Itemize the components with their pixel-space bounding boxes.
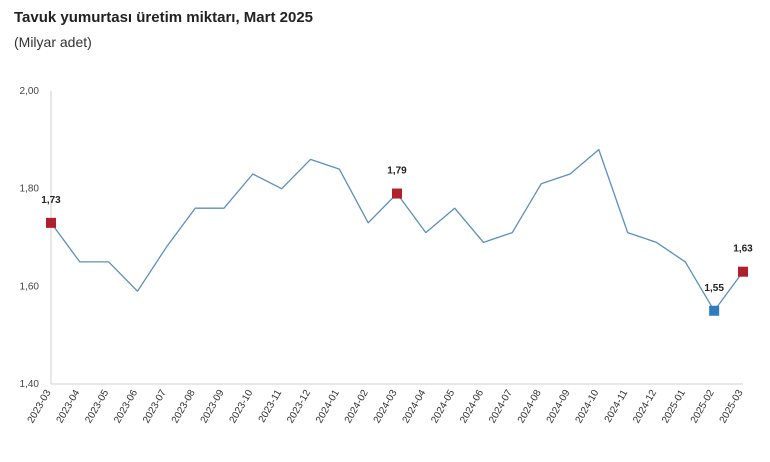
chart-title: Tavuk yumurtası üretim miktarı, Mart 202… [14, 9, 314, 26]
marker-layer: 1,73 1,79 1,55 1,63 [41, 166, 753, 316]
y-tick-label: 2,00 [20, 86, 40, 97]
x-tick-label: 2023-07 [141, 388, 169, 426]
x-tick-label: 2024-04 [401, 388, 429, 426]
x-tick-label: 2025-02 [689, 388, 717, 426]
x-tick-label: 2023-08 [170, 388, 198, 426]
data-point-marker [709, 305, 720, 316]
data-label: 1,73 [41, 195, 61, 206]
x-tick-label: 2023-09 [199, 388, 227, 426]
x-tick-label: 2023-05 [83, 388, 111, 426]
x-tick-label: 2024-12 [631, 388, 659, 426]
x-tick-label: 2024-03 [372, 388, 400, 426]
x-tick-label: 2024-02 [343, 388, 371, 426]
data-point-marker [738, 266, 748, 277]
data-point-marker [46, 217, 56, 228]
y-tick-label: 1,80 [20, 184, 40, 195]
x-tick-label: 2024-10 [574, 388, 602, 426]
x-tick-label: 2023-04 [55, 388, 83, 426]
x-tick-label: 2023-03 [26, 388, 54, 426]
y-tick-label: 1,40 [20, 379, 40, 390]
x-tick-label: 2024-01 [314, 388, 342, 426]
x-tick-label: 2023-06 [112, 388, 140, 426]
x-tick-label: 2024-11 [603, 388, 631, 425]
data-point-marker [392, 188, 402, 199]
data-label: 1,79 [387, 166, 407, 177]
x-tick-label: 2023-11 [257, 388, 285, 425]
x-tick-label: 2024-08 [516, 388, 544, 426]
data-label: 1,63 [733, 244, 753, 255]
chart-subtitle: (Milyar adet) [14, 34, 92, 50]
x-tick-label: 2025-03 [718, 388, 746, 426]
x-tick-label: 2023-12 [285, 388, 313, 426]
x-tick-label: 2024-05 [429, 388, 457, 426]
axes [50, 91, 743, 385]
data-label: 1,55 [704, 283, 724, 294]
x-tick-label: 2024-09 [545, 388, 573, 426]
x-tick-label: 2024-06 [458, 388, 486, 426]
x-tick-label: 2025-01 [660, 388, 688, 426]
x-tick-label: 2023-10 [228, 388, 256, 426]
y-tick-label: 1,60 [20, 281, 40, 292]
x-tick-label: 2024-07 [487, 388, 515, 426]
